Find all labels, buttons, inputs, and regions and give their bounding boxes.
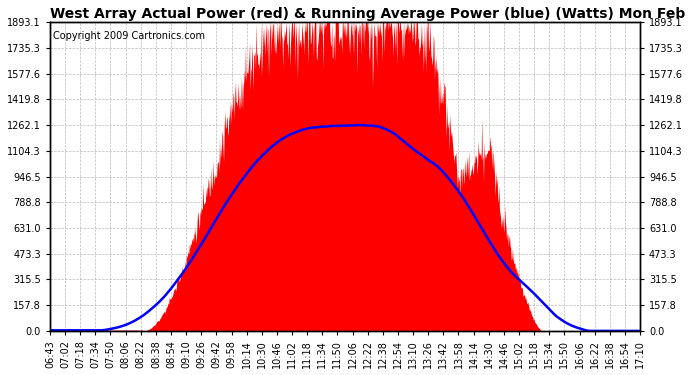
Text: West Array Actual Power (red) & Running Average Power (blue) (Watts) Mon Feb 16 : West Array Actual Power (red) & Running … [50,7,690,21]
Text: Copyright 2009 Cartronics.com: Copyright 2009 Cartronics.com [53,32,205,41]
